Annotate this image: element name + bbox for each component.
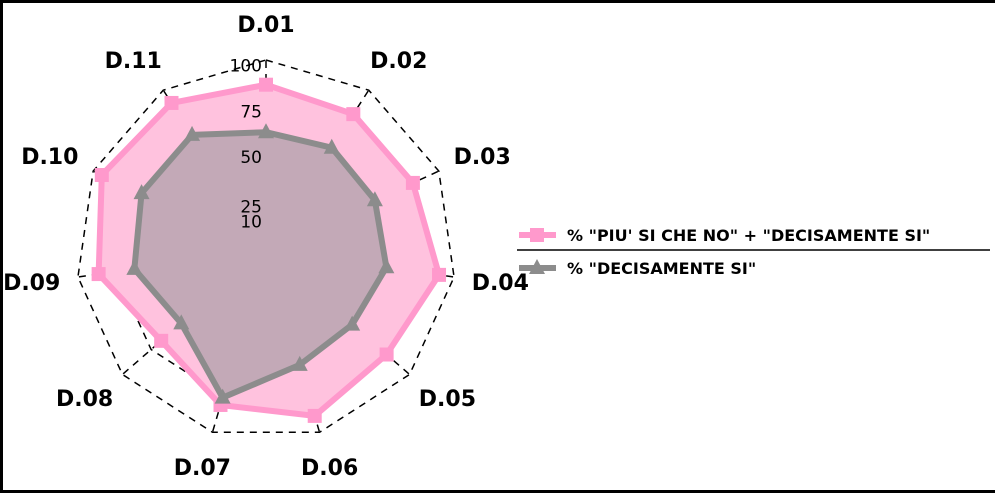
legend: % "PIU' SI CHE NO" + "DECISAMENTE SI" % "…: [517, 226, 990, 278]
tick-label: 25: [240, 197, 262, 217]
series-2-point: [378, 258, 395, 274]
series-1-point: [259, 77, 273, 92]
series-1-point: [405, 175, 420, 190]
series-1-point: [94, 168, 109, 183]
legend-label: % "PIU' SI CHE NO" + "DECISAMENTE SI": [567, 226, 930, 245]
series-2-point: [323, 138, 340, 154]
series-1-point: [346, 107, 361, 122]
radar-series: [91, 77, 447, 423]
series-1-point: [379, 347, 394, 362]
series-2-point: [291, 355, 308, 371]
category-label: D.02: [370, 49, 427, 74]
legend-marker-square: [530, 228, 544, 242]
category-label: D.08: [56, 387, 113, 412]
category-label: D.09: [3, 271, 60, 296]
category-label: D.07: [174, 456, 231, 481]
series-1-point: [432, 267, 447, 282]
series-1-point: [164, 95, 179, 110]
category-label: D.06: [301, 456, 358, 481]
category-label: D.10: [21, 145, 78, 170]
grid-ring: [77, 59, 455, 434]
series-area-2: [131, 129, 390, 401]
legend-marker-triangle: [529, 259, 545, 274]
series-1-point: [307, 408, 322, 423]
series-1-point: [154, 333, 169, 348]
series-2-point: [133, 184, 150, 200]
series-2-point: [214, 388, 231, 404]
series-2-point: [184, 125, 201, 141]
series-2-point: [366, 191, 383, 207]
category-label: D.04: [472, 271, 529, 296]
tick-label: 75: [240, 102, 262, 122]
category-label: D.11: [105, 49, 162, 74]
category-label: D.01: [237, 13, 294, 38]
series-2-point: [173, 314, 190, 330]
series-2-point: [258, 123, 274, 139]
legend-label: % "DECISAMENTE SI": [567, 259, 756, 278]
tick-label: 100: [230, 57, 262, 77]
series-2-point: [126, 259, 143, 275]
tick-label: 10: [240, 213, 262, 233]
series-1-point: [91, 267, 106, 282]
category-label: D.05: [419, 387, 476, 412]
category-label: D.03: [454, 145, 511, 170]
category-labels: D.01 D.02 D.03 D.04 D.05 D.06 D.07 D.08 D.09 D.10…: [3, 13, 529, 481]
series-2-point: [344, 315, 361, 331]
tick-label: 50: [240, 148, 262, 168]
